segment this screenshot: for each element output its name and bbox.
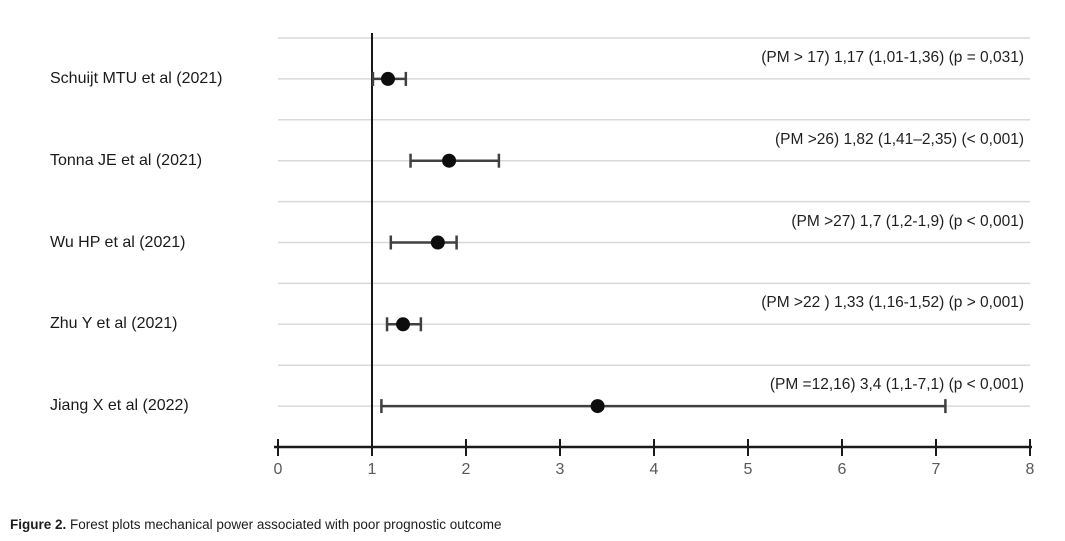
- figure-caption: Figure 2. Forest plots mechanical power …: [10, 517, 501, 532]
- x-axis-tick-label: 1: [367, 461, 377, 478]
- study-annotation: (PM > 17) 1,17 (1,01-1,36) (p = 0,031): [761, 48, 1024, 66]
- x-axis-tick-label: 0: [273, 461, 283, 478]
- x-axis-tick-label: 6: [837, 461, 847, 478]
- point-estimate: [430, 235, 445, 250]
- point-estimate: [396, 317, 411, 332]
- x-axis-tick-label: 2: [461, 461, 471, 478]
- figure-caption-label: Figure 2.: [10, 517, 67, 532]
- study-annotation: (PM >27) 1,7 (1,2-1,9) (p < 0,001): [791, 212, 1024, 230]
- forest-plot-canvas: [274, 33, 1032, 456]
- point-estimate: [442, 153, 457, 168]
- x-axis-tick-label: 3: [555, 461, 565, 478]
- study-annotation: (PM >26) 1,82 (1,41–2,35) (< 0,001): [774, 130, 1024, 148]
- figure-caption-text: Forest plots mechanical power associated…: [66, 517, 502, 532]
- study-label: Schuijt MTU et al (2021): [50, 69, 223, 87]
- x-axis-tick-label: 7: [931, 461, 941, 478]
- study-label: Zhu Y et al (2021): [50, 315, 178, 333]
- study-label: Jiang X et al (2022): [50, 397, 189, 415]
- x-axis-tick-label: 4: [649, 461, 659, 478]
- study-annotation: (PM >22 ) 1,33 (1,16-1,52) (p > 0,001): [761, 294, 1024, 312]
- x-axis-tick-label: 5: [743, 461, 753, 478]
- study-annotation: (PM =12,16) 3,4 (1,1-7,1) (p < 0,001): [769, 376, 1024, 394]
- point-estimate: [380, 71, 395, 86]
- x-axis-tick-label: 8: [1025, 461, 1035, 478]
- study-label: Wu HP et al (2021): [50, 233, 186, 251]
- point-estimate: [590, 399, 605, 414]
- study-label: Tonna JE et al (2021): [50, 151, 203, 169]
